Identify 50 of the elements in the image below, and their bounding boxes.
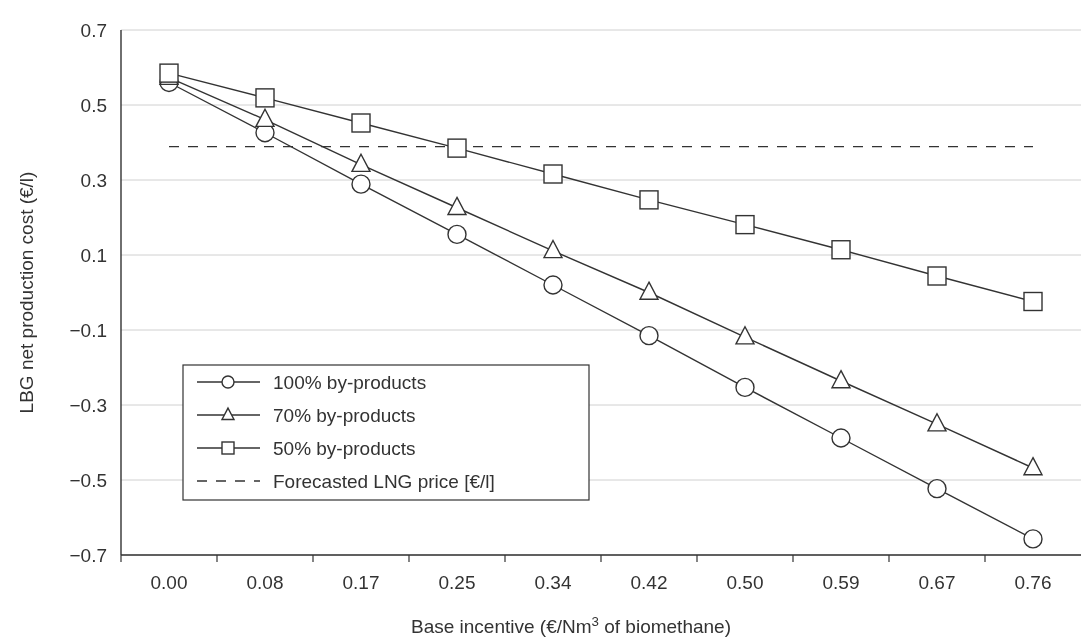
point: [927, 413, 947, 432]
point: [447, 196, 467, 216]
x-tick-label: 0.59: [822, 572, 860, 593]
y-tick-label: −0.7: [69, 544, 107, 566]
point: [639, 325, 659, 346]
x-tick-label: 0.76: [1014, 572, 1052, 593]
x-tick-label: 0.67: [918, 572, 956, 593]
x-axis-title: Base incentive (€/Nm$^{3}$ of biomethane): [410, 613, 732, 637]
point: [639, 281, 659, 300]
point: [1023, 529, 1043, 549]
point: [735, 326, 755, 345]
y-tick-label: 0.5: [80, 94, 107, 116]
x-tick-label: 0.50: [726, 572, 764, 593]
y-tick-label: −0.3: [69, 394, 107, 416]
point: [927, 478, 947, 499]
legend-label: 50% by-products: [273, 437, 416, 459]
point: [543, 164, 563, 184]
point: [351, 113, 371, 133]
x-tick-label: 0.42: [630, 572, 668, 593]
point: [1023, 291, 1043, 312]
x-tick-label: 0.25: [438, 572, 476, 593]
point: [735, 377, 755, 398]
y-tick-label: −0.5: [69, 469, 107, 491]
point: [1023, 456, 1043, 476]
point: [255, 108, 275, 128]
point: [543, 239, 563, 259]
point: [447, 138, 467, 158]
point: [831, 240, 851, 260]
x-tick-label: 0.34: [534, 572, 572, 593]
y-tick-label: 0.1: [80, 244, 107, 266]
point: [639, 190, 659, 210]
legend-label: 100% by-products: [273, 371, 427, 393]
point: [831, 369, 851, 389]
x-tick-label: 0.08: [246, 572, 284, 593]
y-tick-label: 0.7: [80, 19, 107, 41]
y-axis-title: LBG net production cost (€/l): [16, 171, 37, 414]
y-tick-label: −0.1: [69, 319, 107, 341]
legend-label: 70% by-products: [273, 404, 416, 426]
point: [351, 174, 371, 194]
x-tick-label: 0.17: [342, 572, 380, 593]
point: [543, 275, 563, 295]
point: [447, 224, 467, 245]
point: [927, 266, 947, 286]
point: [735, 214, 755, 235]
x-tick-label: 0.00: [150, 572, 188, 593]
point: [255, 88, 275, 108]
legend-label: Forecasted LNG price [€/l]: [273, 470, 495, 492]
point: [351, 153, 371, 173]
point: [831, 428, 851, 448]
y-tick-label: 0.3: [80, 169, 107, 191]
